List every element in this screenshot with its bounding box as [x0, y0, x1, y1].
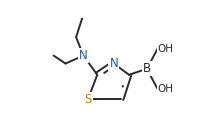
Text: OH: OH [157, 84, 173, 94]
Text: OH: OH [157, 44, 173, 54]
Text: S: S [84, 93, 92, 106]
Text: N: N [79, 49, 88, 62]
Text: B: B [143, 62, 151, 75]
Text: N: N [109, 57, 118, 70]
